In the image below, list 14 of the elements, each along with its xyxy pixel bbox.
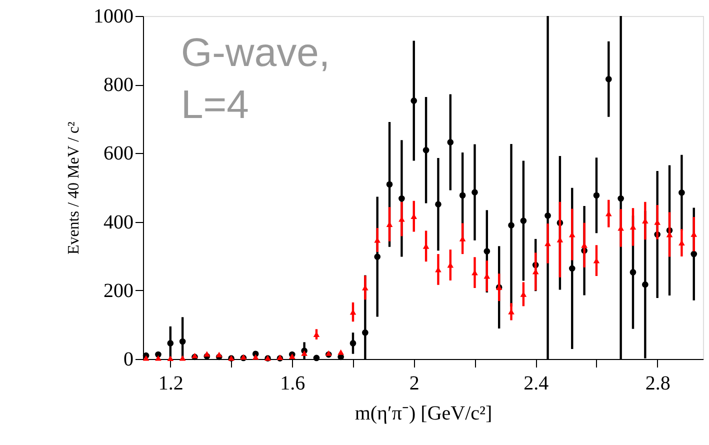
- x-axis-title: m(η′π⁻) [GeV/c²]: [354, 402, 492, 424]
- y-tick-label: 0: [124, 348, 134, 370]
- x-tick-label: 1.6: [280, 372, 306, 394]
- x-tick-label: 2: [409, 372, 420, 394]
- y-axis-title: Events / 40 MeV / c²: [66, 121, 82, 254]
- y-tick-label: 400: [104, 211, 134, 234]
- y-tick-label: 600: [104, 142, 134, 165]
- x-tick-label: 2.8: [645, 372, 670, 394]
- annotation: G-wave, L=4: [181, 31, 330, 127]
- y-tick-label: 800: [104, 74, 134, 96]
- x-tick-label: 2.4: [524, 372, 549, 394]
- y-tick-label: 200: [104, 280, 134, 302]
- y-tick-label: 1000: [94, 6, 134, 28]
- x-tick-label: 1.2: [158, 372, 184, 394]
